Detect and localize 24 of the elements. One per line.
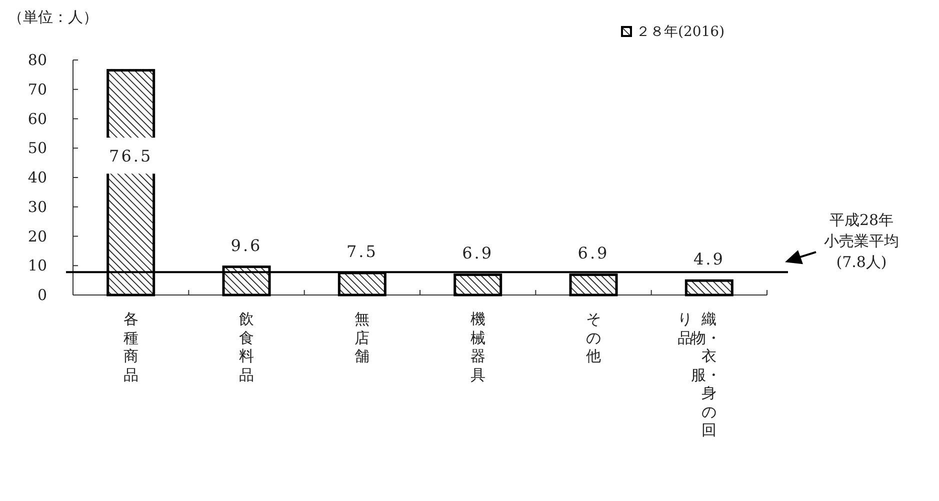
y-tick-label: 20 xyxy=(28,227,47,246)
data-label: 4.9 xyxy=(693,250,725,269)
y-tick-label: 10 xyxy=(28,256,47,275)
y-tick-label: 50 xyxy=(28,139,47,158)
x-tick-label: 無店舗 xyxy=(354,310,371,367)
data-label: 6.9 xyxy=(578,244,610,263)
ref-line-label: 平成28年小売業平均(7.8人) xyxy=(823,210,900,274)
x-tick-label: その他 xyxy=(585,310,602,367)
y-axis-title: （単位：人） xyxy=(8,8,98,26)
y-tick-label: 70 xyxy=(28,80,47,98)
x-tick-label: 各種商品 xyxy=(122,310,140,386)
y-tick-label: 0 xyxy=(37,286,47,304)
data-label: 7.5 xyxy=(346,242,378,261)
data-label: 76.5 xyxy=(109,146,153,166)
y-tick-label: 60 xyxy=(28,110,47,128)
y-tick-label: 40 xyxy=(28,168,47,186)
category-label: 織物・衣服・身の回り品 xyxy=(678,310,722,439)
y-tick-label: 80 xyxy=(28,51,47,69)
data-label: 6.9 xyxy=(462,244,494,263)
data-label: 9.6 xyxy=(230,236,262,255)
y-tick-label: 30 xyxy=(28,198,47,216)
x-tick-label: 機械器具 xyxy=(469,310,486,386)
legend-label: ２８年(2016) xyxy=(636,24,725,40)
x-tick-label: 飲食料品 xyxy=(238,310,255,386)
